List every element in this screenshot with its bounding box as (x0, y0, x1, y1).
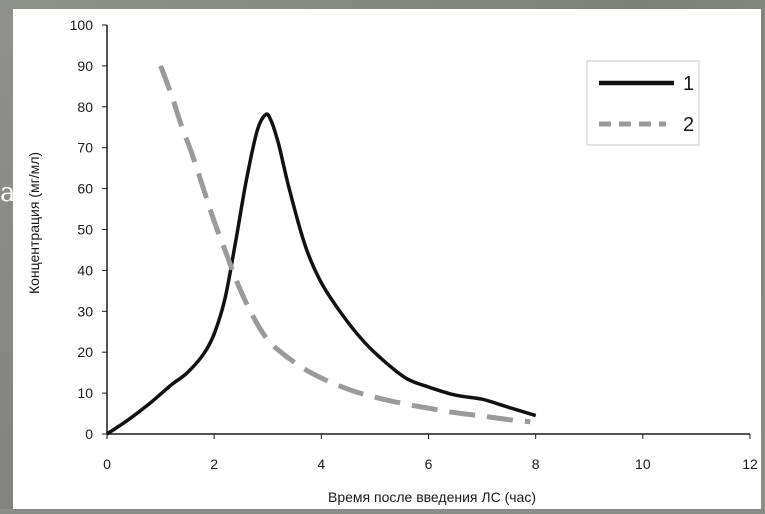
y-tick-label: 90 (77, 58, 93, 74)
x-axis-label: Время после введения ЛС (час) (328, 489, 536, 505)
series-lines (106, 65, 537, 436)
x-tick-label: 6 (425, 456, 433, 472)
background-text-fragment: а. (0, 178, 24, 208)
legend-label-series-2: 2 (683, 114, 694, 136)
x-tick-label: 4 (317, 456, 325, 472)
series-line-2 (158, 65, 531, 425)
y-tick-label: 0 (85, 426, 93, 442)
y-tick-label: 80 (77, 99, 93, 115)
y-tick-label: 100 (70, 17, 94, 33)
y-tick-label: 60 (77, 181, 93, 197)
x-axis-ticks: 0 2 4 6 8 10 12 (103, 434, 758, 472)
y-axis-label: Концентрация (мг/мл) (26, 152, 42, 294)
y-tick-label: 40 (77, 262, 93, 278)
y-tick-label: 70 (77, 140, 93, 156)
series-line-1 (106, 112, 537, 436)
y-tick-label: 20 (77, 344, 93, 360)
y-axis-ticks: 0 10 20 30 40 50 60 70 80 90 100 (70, 17, 107, 442)
legend-label-series-1: 1 (683, 73, 694, 95)
y-tick-label: 50 (77, 222, 93, 238)
x-tick-label: 12 (742, 456, 758, 472)
y-tick-label: 30 (77, 303, 93, 319)
y-tick-label: 10 (77, 385, 93, 401)
legend: 1 2 (586, 60, 700, 146)
x-tick-label: 0 (103, 456, 111, 472)
x-tick-label: 2 (210, 456, 218, 472)
chart-panel: 0 10 20 30 40 50 60 70 80 90 100 0 2 4 6 8 10 12 Концент… (13, 9, 761, 509)
x-tick-label: 8 (532, 456, 540, 472)
legend-box (586, 60, 700, 146)
x-tick-label: 10 (635, 456, 651, 472)
